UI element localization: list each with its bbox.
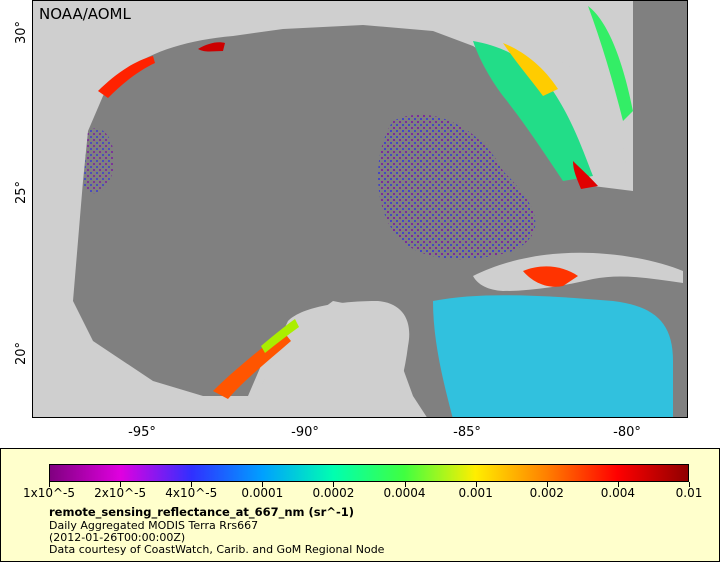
- cuba-bloom: [523, 266, 578, 287]
- colorbar-tick-mark: [262, 482, 264, 487]
- campeche-bloom: [213, 331, 291, 399]
- texas-coast-bloom: [98, 56, 155, 98]
- source-label: NOAA/AOML: [39, 5, 131, 23]
- colorbar-tick-label: 0.002: [529, 486, 564, 500]
- legend-date: (2012-01-26T00:00:00Z): [49, 531, 186, 544]
- colorbar-tick-mark: [546, 482, 548, 487]
- colorbar-tick-label: 0.004: [600, 486, 636, 500]
- colorbar-tick-label: 0.0002: [312, 486, 355, 500]
- colorbar-tick-label: 2x10^-5: [94, 486, 147, 500]
- colorbar-tick-label: 4x10^-5: [165, 486, 218, 500]
- louisiana-bloom: [198, 42, 225, 52]
- lon-tick-label: -80°: [613, 425, 641, 440]
- legend-title: remote_sensing_reflectance_at_667_nm (sr…: [49, 505, 354, 519]
- colorbar-tick-mark: [49, 482, 50, 487]
- atlantic-strip: [633, 1, 687, 201]
- map-canvas: [73, 1, 687, 417]
- colorbar-tick-mark: [120, 482, 122, 487]
- lat-tick-label: 20°: [14, 341, 29, 365]
- legend-credit: Data courtesy of CoastWatch, Carib. and …: [49, 543, 385, 556]
- colorbar-tick-mark: [475, 482, 477, 487]
- legend-panel: 1x10^-5 2x10^-5 4x10^-5 0.0001 0.0002 0.0004 0…: [0, 448, 720, 562]
- colorbar-tick-mark: [191, 482, 193, 487]
- lat-tick-label: 25°: [14, 180, 29, 204]
- colorbar-tick-label: 1x10^-5: [22, 486, 76, 500]
- campeche-bloom: [261, 319, 299, 353]
- lon-tick-label: -95°: [128, 425, 156, 440]
- legend-dataset: Daily Aggregated MODIS Terra Rrs667: [49, 519, 259, 532]
- florida-shelf-bloom: [573, 161, 598, 189]
- east-florida-bloom: [588, 6, 633, 121]
- map-area: NOAA/AOML: [32, 0, 688, 418]
- colorbar-tick-mark: [617, 482, 619, 487]
- speckle-area: [83, 128, 114, 194]
- cuba-island: [473, 252, 683, 291]
- lon-tick-label: -85°: [453, 425, 481, 440]
- colorbar-tick-label: 0.0004: [383, 486, 426, 500]
- colorbar-tick-label: 0.01: [675, 486, 703, 500]
- florida-shelf-bloom: [503, 43, 558, 96]
- caribbean-bloom: [433, 295, 673, 417]
- lat-tick-label: 30°: [14, 20, 29, 44]
- colorbar-tick-mark: [689, 482, 690, 487]
- lon-tick-label: -90°: [291, 425, 319, 440]
- florida-shelf-bloom: [473, 41, 593, 181]
- colorbar-tick-mark: [404, 482, 406, 487]
- colorbar-tick-label: 0.0001: [241, 486, 284, 500]
- colorbar-tick-label: 0.001: [458, 486, 493, 500]
- colorbar-tick-mark: [333, 482, 335, 487]
- colorbar: [49, 464, 689, 482]
- speckle-area: [378, 114, 536, 260]
